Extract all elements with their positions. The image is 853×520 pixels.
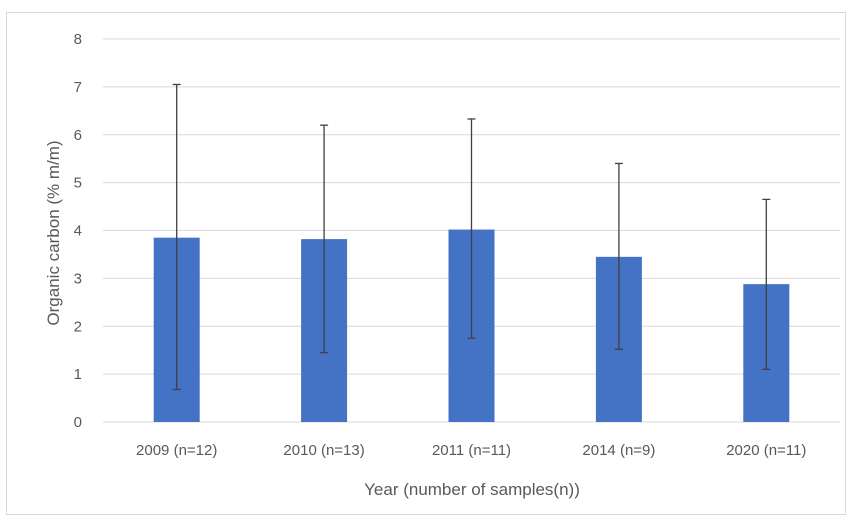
y-tick-label: 5 <box>74 175 82 192</box>
x-tick-label: 2010 (n=13) <box>283 442 364 459</box>
y-axis-ticks: 0 1 2 3 4 5 6 7 8 <box>74 31 82 431</box>
y-axis-title: Organic carbon (% m/m) <box>44 140 63 325</box>
y-tick-label: 3 <box>74 270 82 287</box>
y-tick-label: 8 <box>74 31 82 48</box>
x-axis-title: Year (number of samples(n)) <box>364 480 580 499</box>
y-tick-label: 4 <box>74 223 82 240</box>
y-tick-label: 0 <box>74 414 82 431</box>
y-tick-label: 6 <box>74 127 82 144</box>
x-axis-ticks: 2009 (n=12) 2010 (n=13) 2011 (n=11) 2014 (n… <box>136 442 806 459</box>
error-bars <box>172 83 771 391</box>
x-tick-label: 2011 (n=11) <box>432 442 511 459</box>
y-tick-label: 1 <box>74 366 82 383</box>
y-tick-label: 2 <box>74 318 82 335</box>
x-tick-label: 2009 (n=12) <box>136 442 217 459</box>
chart-frame <box>6 12 846 515</box>
x-tick-label: 2020 (n=11) <box>726 442 806 459</box>
x-tick-label: 2014 (n=9) <box>582 442 655 459</box>
y-tick-label: 7 <box>74 79 82 96</box>
